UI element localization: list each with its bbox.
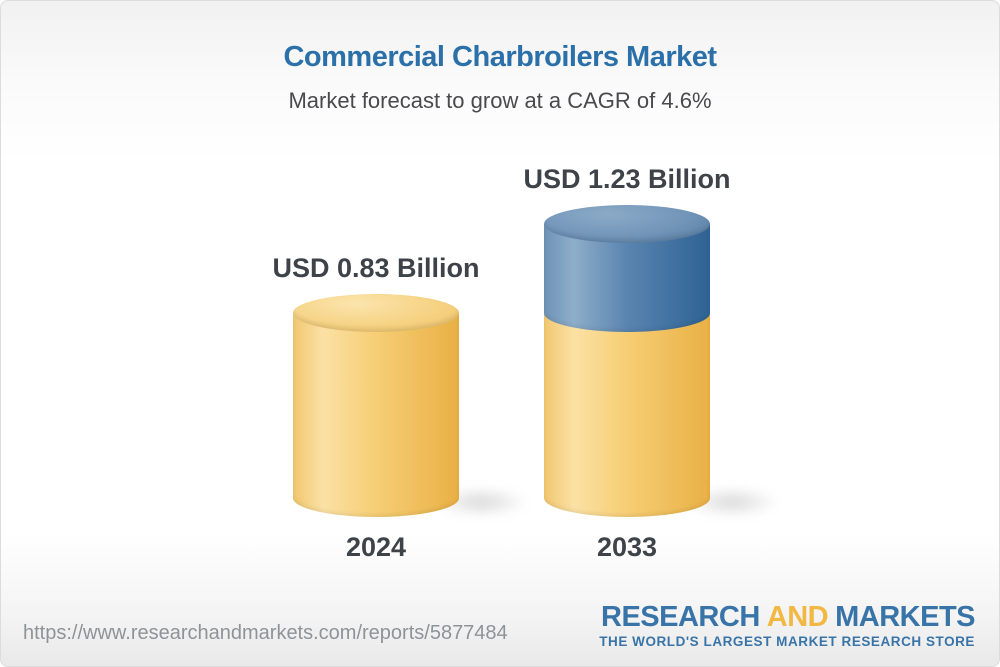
logo-word-markets: MARKETS xyxy=(835,601,975,633)
page-title: Commercial Charbroilers Market xyxy=(283,41,717,73)
logo-wordmark: RESEARCH AND MARKETS xyxy=(599,602,975,632)
cylinder-top-face xyxy=(293,294,459,332)
logo-word-and: AND xyxy=(766,601,829,633)
bar-category-label: 2033 xyxy=(596,532,658,562)
page-subtitle: Market forecast to grow at a CAGR of 4.6… xyxy=(288,88,712,113)
research-and-markets-logo: RESEARCH AND MARKETS THE WORLD'S LARGEST M… xyxy=(599,602,975,650)
bar-value-label: USD 0.83 Billion xyxy=(272,253,480,283)
bar-category-label: 2024 xyxy=(345,532,407,562)
cylinder-segment-base-market xyxy=(293,313,459,517)
logo-tagline: THE WORLD'S LARGEST MARKET RESEARCH STOR… xyxy=(599,634,975,650)
cylinder-top-face xyxy=(544,205,710,243)
bar-value-label: USD 1.23 Billion xyxy=(523,164,731,194)
source-url-link[interactable]: https://www.researchandmarkets.com/repor… xyxy=(23,622,508,644)
logo-word-research: RESEARCH xyxy=(601,601,760,633)
cylinder-segment-base-market xyxy=(544,313,710,517)
